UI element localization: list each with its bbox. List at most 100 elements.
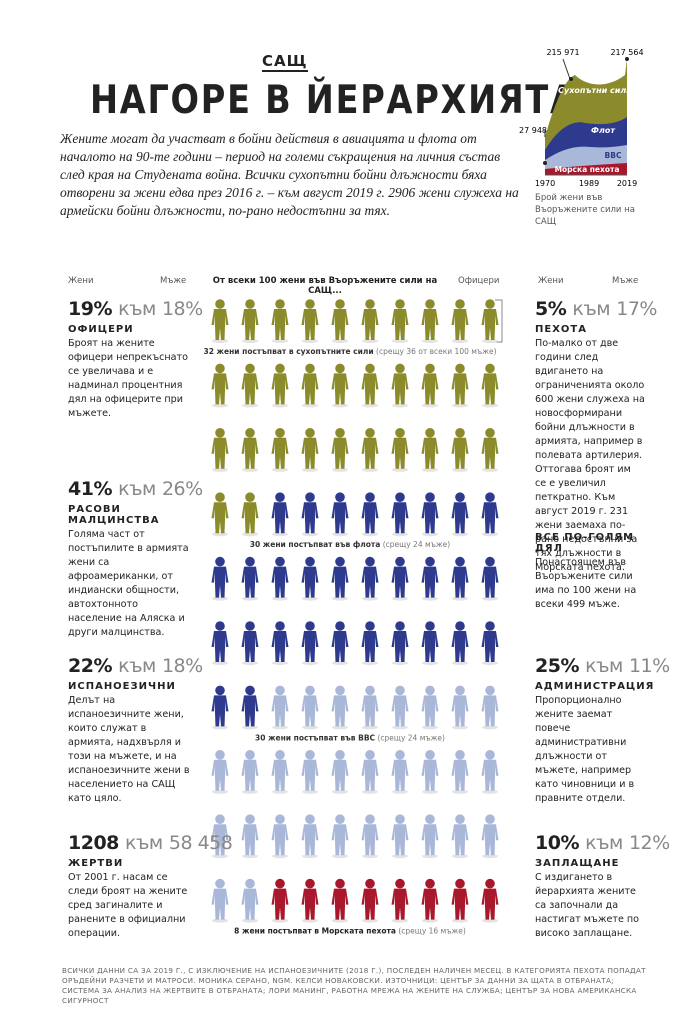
- shadow: [452, 339, 468, 343]
- soldier: [301, 621, 319, 662]
- soldier-head: [245, 685, 255, 696]
- soldier-body: [331, 759, 349, 791]
- soldier: [481, 556, 499, 598]
- stat-line: 5% към 17%: [535, 298, 657, 320]
- shadow: [242, 854, 258, 859]
- soldier-body: [391, 309, 409, 340]
- soldier-body: [301, 695, 319, 727]
- soldier-head: [305, 750, 315, 760]
- shadow: [242, 532, 258, 537]
- soldier: [391, 621, 409, 662]
- soldier-head: [335, 750, 345, 760]
- soldier: [451, 750, 469, 791]
- stat-heading: РАСОВИ МАЛЦИНСТВА: [68, 504, 160, 526]
- legend-center: От всеки 100 жени във Въоръжените сили н…: [212, 276, 438, 296]
- soldier-head: [365, 814, 375, 824]
- shadow: [212, 403, 228, 408]
- soldier: [421, 750, 439, 791]
- soldier-body: [241, 437, 259, 469]
- soldier: [421, 814, 439, 856]
- soldier-head: [455, 492, 465, 502]
- soldier-head: [455, 621, 465, 631]
- shadow: [362, 339, 378, 343]
- soldier-head: [455, 363, 465, 374]
- soldier: [421, 878, 439, 920]
- soldier: [271, 814, 289, 856]
- shadow: [362, 725, 378, 730]
- stat-women: 22%: [68, 655, 112, 677]
- soldier-head: [275, 556, 285, 567]
- group-label-main: 8 жени постъпват в Морската пехота: [234, 927, 396, 936]
- soldier-head: [365, 685, 375, 696]
- soldier-head: [425, 556, 435, 567]
- soldier: [241, 878, 259, 920]
- soldier-body: [451, 373, 469, 405]
- soldier-body: [331, 437, 349, 469]
- stat-text: Пропорционално жените заемат повече адми…: [535, 695, 635, 804]
- soldier-body: [481, 631, 499, 662]
- soldier: [481, 814, 499, 856]
- soldier-head: [455, 299, 465, 309]
- soldier: [451, 685, 469, 727]
- stat-sep: към: [572, 298, 611, 320]
- soldier-head: [365, 492, 375, 502]
- soldier-body: [241, 566, 259, 598]
- shadow: [212, 339, 228, 343]
- soldier: [331, 492, 349, 534]
- soldier-head: [275, 878, 285, 889]
- soldier: [241, 556, 259, 598]
- soldier-body: [331, 631, 349, 662]
- shadow: [392, 918, 408, 923]
- shadow: [482, 661, 498, 665]
- shadow: [452, 789, 468, 794]
- soldier-body: [391, 437, 409, 469]
- soldier: [481, 428, 499, 469]
- shadow: [422, 532, 438, 537]
- stat-sep: към: [585, 832, 623, 854]
- soldier: [361, 428, 379, 469]
- group-label: 8 жени постъпват в Морската пехота (срещ…: [234, 927, 466, 936]
- x-label: 2019: [617, 179, 637, 188]
- soldier: [241, 750, 259, 791]
- shadow: [422, 403, 438, 408]
- soldier-body: [451, 759, 469, 791]
- share-text: Понастоящем във Въоръжените сили има по …: [535, 557, 637, 610]
- shadow: [362, 596, 378, 601]
- soldier-head: [215, 621, 225, 631]
- soldier: [391, 492, 409, 534]
- soldier: [481, 750, 499, 791]
- shadow: [272, 661, 288, 665]
- soldier: [241, 621, 259, 662]
- shadow: [272, 467, 288, 472]
- soldier-body: [331, 309, 349, 340]
- soldier: [211, 299, 229, 340]
- soldier: [421, 363, 439, 405]
- area-marines: [545, 163, 627, 175]
- stat-men: 18%: [161, 298, 203, 320]
- soldier-body: [301, 309, 319, 340]
- soldier: [301, 428, 319, 469]
- stat-heading: ЖЕРТВИ: [68, 858, 124, 869]
- stat-heading: ОФИЦЕРИ: [68, 324, 134, 335]
- footer: ВСИЧКИ ДАННИ СА ЗА 2019 Г., С ИЗКЛЮЧЕНИЕ…: [62, 966, 646, 1005]
- soldier-head: [395, 750, 405, 760]
- stat-heading: ЗАПЛАЩАНЕ: [535, 858, 620, 869]
- title: НАГОРЕ В ЙЕРАРХИЯТА: [90, 78, 578, 123]
- shadow: [272, 596, 288, 601]
- shadow: [362, 854, 378, 859]
- soldier: [331, 750, 349, 791]
- soldier-body: [391, 888, 409, 920]
- shadow: [212, 918, 228, 923]
- soldier-head: [365, 363, 375, 374]
- soldier: [361, 299, 379, 340]
- shadow: [452, 467, 468, 472]
- soldier: [481, 492, 499, 534]
- soldier-head: [275, 428, 285, 438]
- soldier-head: [275, 685, 285, 696]
- soldier-head: [245, 750, 255, 760]
- soldier-head: [215, 814, 225, 824]
- soldier-head: [395, 428, 405, 438]
- soldier-body: [391, 695, 409, 727]
- soldier-body: [301, 824, 319, 856]
- soldier: [271, 685, 289, 727]
